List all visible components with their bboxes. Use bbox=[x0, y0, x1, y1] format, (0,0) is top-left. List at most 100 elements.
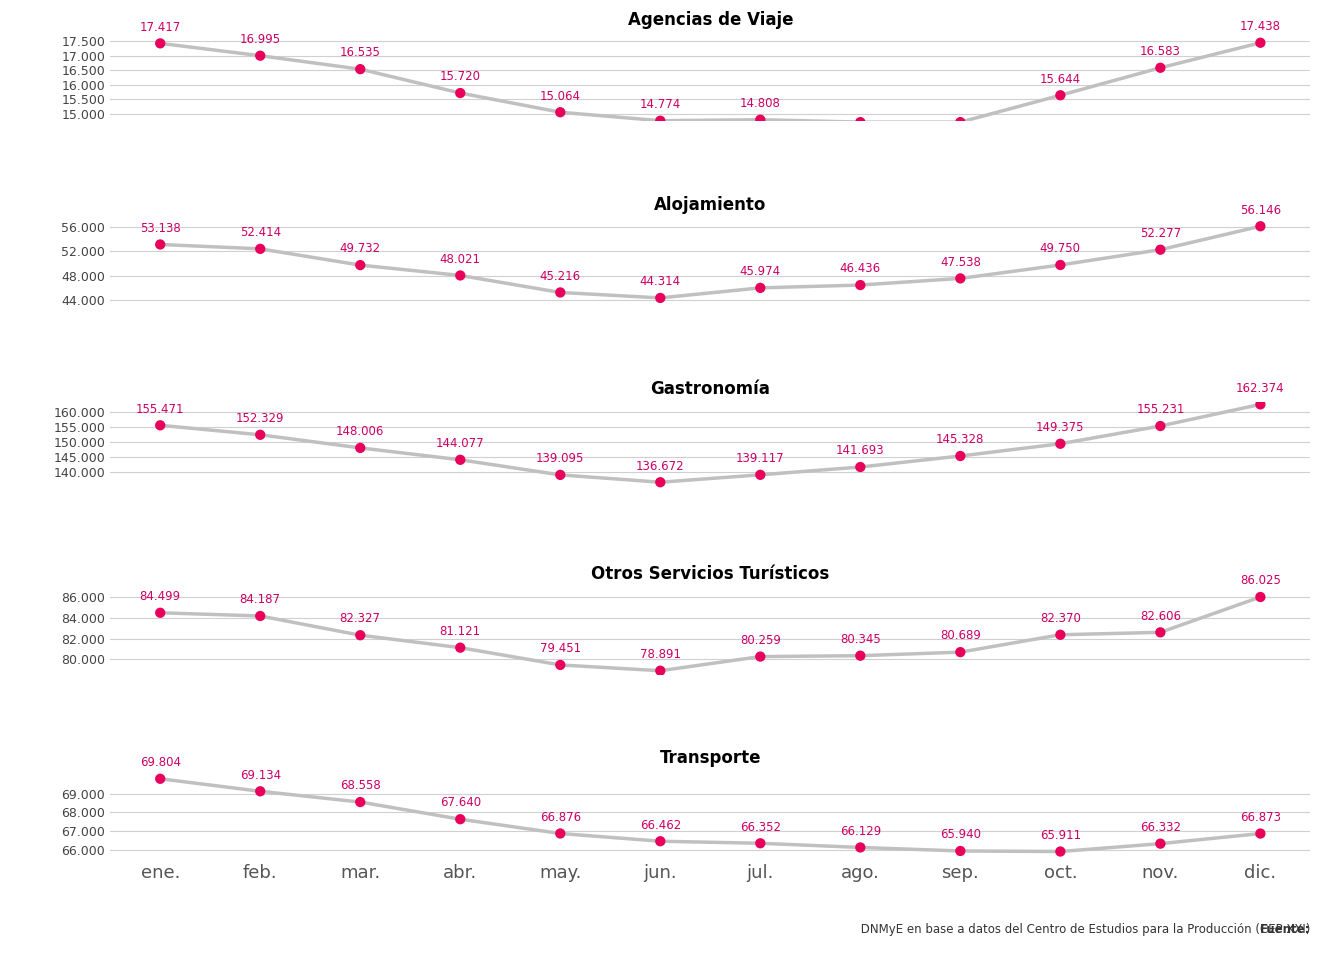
Text: 16.535: 16.535 bbox=[340, 46, 380, 60]
Text: 69.804: 69.804 bbox=[140, 756, 180, 769]
Text: 14.808: 14.808 bbox=[741, 97, 781, 110]
Text: 45.216: 45.216 bbox=[540, 270, 581, 283]
Text: 17.417: 17.417 bbox=[140, 20, 181, 34]
Point bbox=[149, 771, 171, 786]
Point bbox=[550, 658, 571, 673]
Text: 162.374: 162.374 bbox=[1236, 382, 1285, 395]
Text: 66.129: 66.129 bbox=[840, 825, 880, 838]
Text: 48.021: 48.021 bbox=[439, 252, 481, 266]
Point bbox=[950, 271, 972, 286]
Point bbox=[1149, 60, 1171, 76]
Point bbox=[849, 114, 871, 130]
Point bbox=[849, 459, 871, 474]
Point bbox=[250, 609, 271, 624]
Text: 84.499: 84.499 bbox=[140, 590, 181, 603]
Point bbox=[250, 241, 271, 256]
Text: 155.471: 155.471 bbox=[136, 402, 184, 416]
Point bbox=[750, 835, 771, 851]
Point bbox=[149, 36, 171, 51]
Point bbox=[1050, 844, 1071, 859]
Point bbox=[1250, 396, 1271, 412]
Point bbox=[550, 105, 571, 120]
Text: 84.187: 84.187 bbox=[239, 593, 281, 607]
Point bbox=[349, 257, 371, 273]
Point bbox=[1149, 419, 1171, 434]
Point bbox=[649, 474, 671, 490]
Point bbox=[550, 285, 571, 300]
Title: Transporte: Transporte bbox=[660, 749, 761, 767]
Point bbox=[449, 452, 470, 468]
Text: DNMyE en base a datos del Centro de Estudios para la Producción (CEP XXI): DNMyE en base a datos del Centro de Estu… bbox=[857, 923, 1310, 936]
Point bbox=[449, 85, 470, 101]
Point bbox=[1050, 257, 1071, 273]
Text: 66.352: 66.352 bbox=[739, 821, 781, 833]
Text: 141.693: 141.693 bbox=[836, 444, 884, 457]
Text: 46.436: 46.436 bbox=[840, 262, 880, 276]
Text: 149.375: 149.375 bbox=[1036, 421, 1085, 434]
Text: 82.606: 82.606 bbox=[1140, 610, 1181, 623]
Point bbox=[1250, 589, 1271, 605]
Point bbox=[750, 112, 771, 128]
Point bbox=[149, 605, 171, 620]
Text: 52.277: 52.277 bbox=[1140, 227, 1181, 240]
Point bbox=[750, 649, 771, 664]
Point bbox=[449, 268, 470, 283]
Text: 65.911: 65.911 bbox=[1040, 828, 1081, 842]
Text: 66.462: 66.462 bbox=[640, 819, 681, 831]
Point bbox=[649, 833, 671, 849]
Point bbox=[250, 427, 271, 443]
Text: 82.327: 82.327 bbox=[340, 612, 380, 626]
Point bbox=[449, 811, 470, 827]
Title: Alojamiento: Alojamiento bbox=[655, 196, 766, 214]
Text: 16.583: 16.583 bbox=[1140, 45, 1181, 58]
Text: 148.006: 148.006 bbox=[336, 425, 384, 438]
Text: 44.314: 44.314 bbox=[640, 276, 681, 288]
Point bbox=[1149, 242, 1171, 257]
Point bbox=[649, 290, 671, 305]
Text: 136.672: 136.672 bbox=[636, 460, 684, 472]
Point bbox=[649, 663, 671, 679]
Point bbox=[950, 644, 972, 660]
Point bbox=[349, 441, 371, 456]
Text: 15.064: 15.064 bbox=[540, 89, 581, 103]
Point bbox=[1149, 625, 1171, 640]
Point bbox=[750, 468, 771, 483]
Text: 80.259: 80.259 bbox=[741, 634, 781, 647]
Point bbox=[750, 280, 771, 296]
Point bbox=[950, 843, 972, 858]
Text: 14.774: 14.774 bbox=[640, 98, 681, 111]
Point bbox=[250, 48, 271, 63]
Point bbox=[1050, 627, 1071, 642]
Text: 67.640: 67.640 bbox=[439, 797, 481, 809]
Point bbox=[349, 61, 371, 77]
Text: Fuente:: Fuente: bbox=[1259, 923, 1310, 936]
Point bbox=[849, 277, 871, 293]
Text: 81.121: 81.121 bbox=[439, 625, 481, 638]
Title: Gastronomía: Gastronomía bbox=[650, 380, 770, 398]
Point bbox=[649, 113, 671, 129]
Text: 45.974: 45.974 bbox=[739, 265, 781, 278]
Text: 49.732: 49.732 bbox=[340, 242, 380, 255]
Point bbox=[349, 794, 371, 809]
Title: Agencias de Viaje: Agencias de Viaje bbox=[628, 12, 793, 29]
Point bbox=[1149, 836, 1171, 852]
Point bbox=[149, 418, 171, 433]
Text: 145.328: 145.328 bbox=[937, 433, 985, 446]
Point bbox=[1250, 36, 1271, 51]
Text: 78.891: 78.891 bbox=[640, 648, 681, 661]
Point bbox=[849, 840, 871, 855]
Text: 68.558: 68.558 bbox=[340, 780, 380, 792]
Text: 80.345: 80.345 bbox=[840, 633, 880, 646]
Text: 66.332: 66.332 bbox=[1140, 821, 1181, 834]
Text: 52.414: 52.414 bbox=[239, 227, 281, 239]
Point bbox=[1250, 219, 1271, 234]
Point bbox=[950, 114, 972, 130]
Text: 139.095: 139.095 bbox=[536, 452, 585, 466]
Text: 17.438: 17.438 bbox=[1241, 20, 1281, 33]
Point bbox=[250, 783, 271, 799]
Text: 69.134: 69.134 bbox=[239, 769, 281, 781]
Text: 144.077: 144.077 bbox=[435, 437, 485, 450]
Text: 49.750: 49.750 bbox=[1040, 242, 1081, 255]
Point bbox=[1050, 87, 1071, 103]
Point bbox=[950, 448, 972, 464]
